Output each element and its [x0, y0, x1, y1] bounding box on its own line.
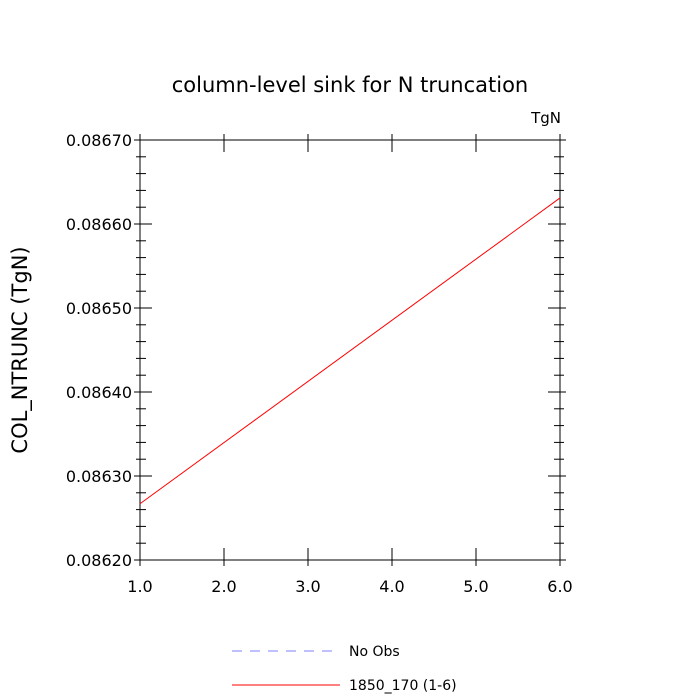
chart-title: column-level sink for N truncation: [172, 73, 528, 97]
y-tick-label: 0.08620: [66, 551, 132, 570]
y-tick-label: 0.08660: [66, 215, 132, 234]
x-tick-label: 2.0: [211, 577, 236, 596]
x-tick-label: 6.0: [547, 577, 572, 596]
series-line-1: [139, 197, 561, 505]
y-tick-label: 0.08640: [66, 383, 132, 402]
y-tick-label: 0.08630: [66, 467, 132, 486]
axis-ticks: [134, 134, 566, 566]
y-tick-label: 0.08650: [66, 299, 132, 318]
x-tick-label: 4.0: [379, 577, 404, 596]
x-tick-label: 5.0: [463, 577, 488, 596]
legend-label-0: No Obs: [349, 644, 400, 660]
axis-tick-labels: 1.0 2.0 3.0 4.0 5.0 6.0 0.08620 0.08630 0.08640 0…: [66, 131, 573, 596]
x-tick-label: 1.0: [127, 577, 152, 596]
units-label: TgN: [530, 109, 561, 127]
y-axis-label: COL_NTRUNC (TgN): [8, 246, 33, 453]
y-tick-label: 0.08670: [66, 131, 132, 150]
plot-frame: [139, 139, 561, 561]
x-tick-label: 3.0: [295, 577, 320, 596]
series-lines: [139, 197, 561, 505]
legend: No Obs 1850_170 (1-6): [232, 644, 457, 694]
legend-label-1: 1850_170 (1-6): [349, 678, 457, 694]
